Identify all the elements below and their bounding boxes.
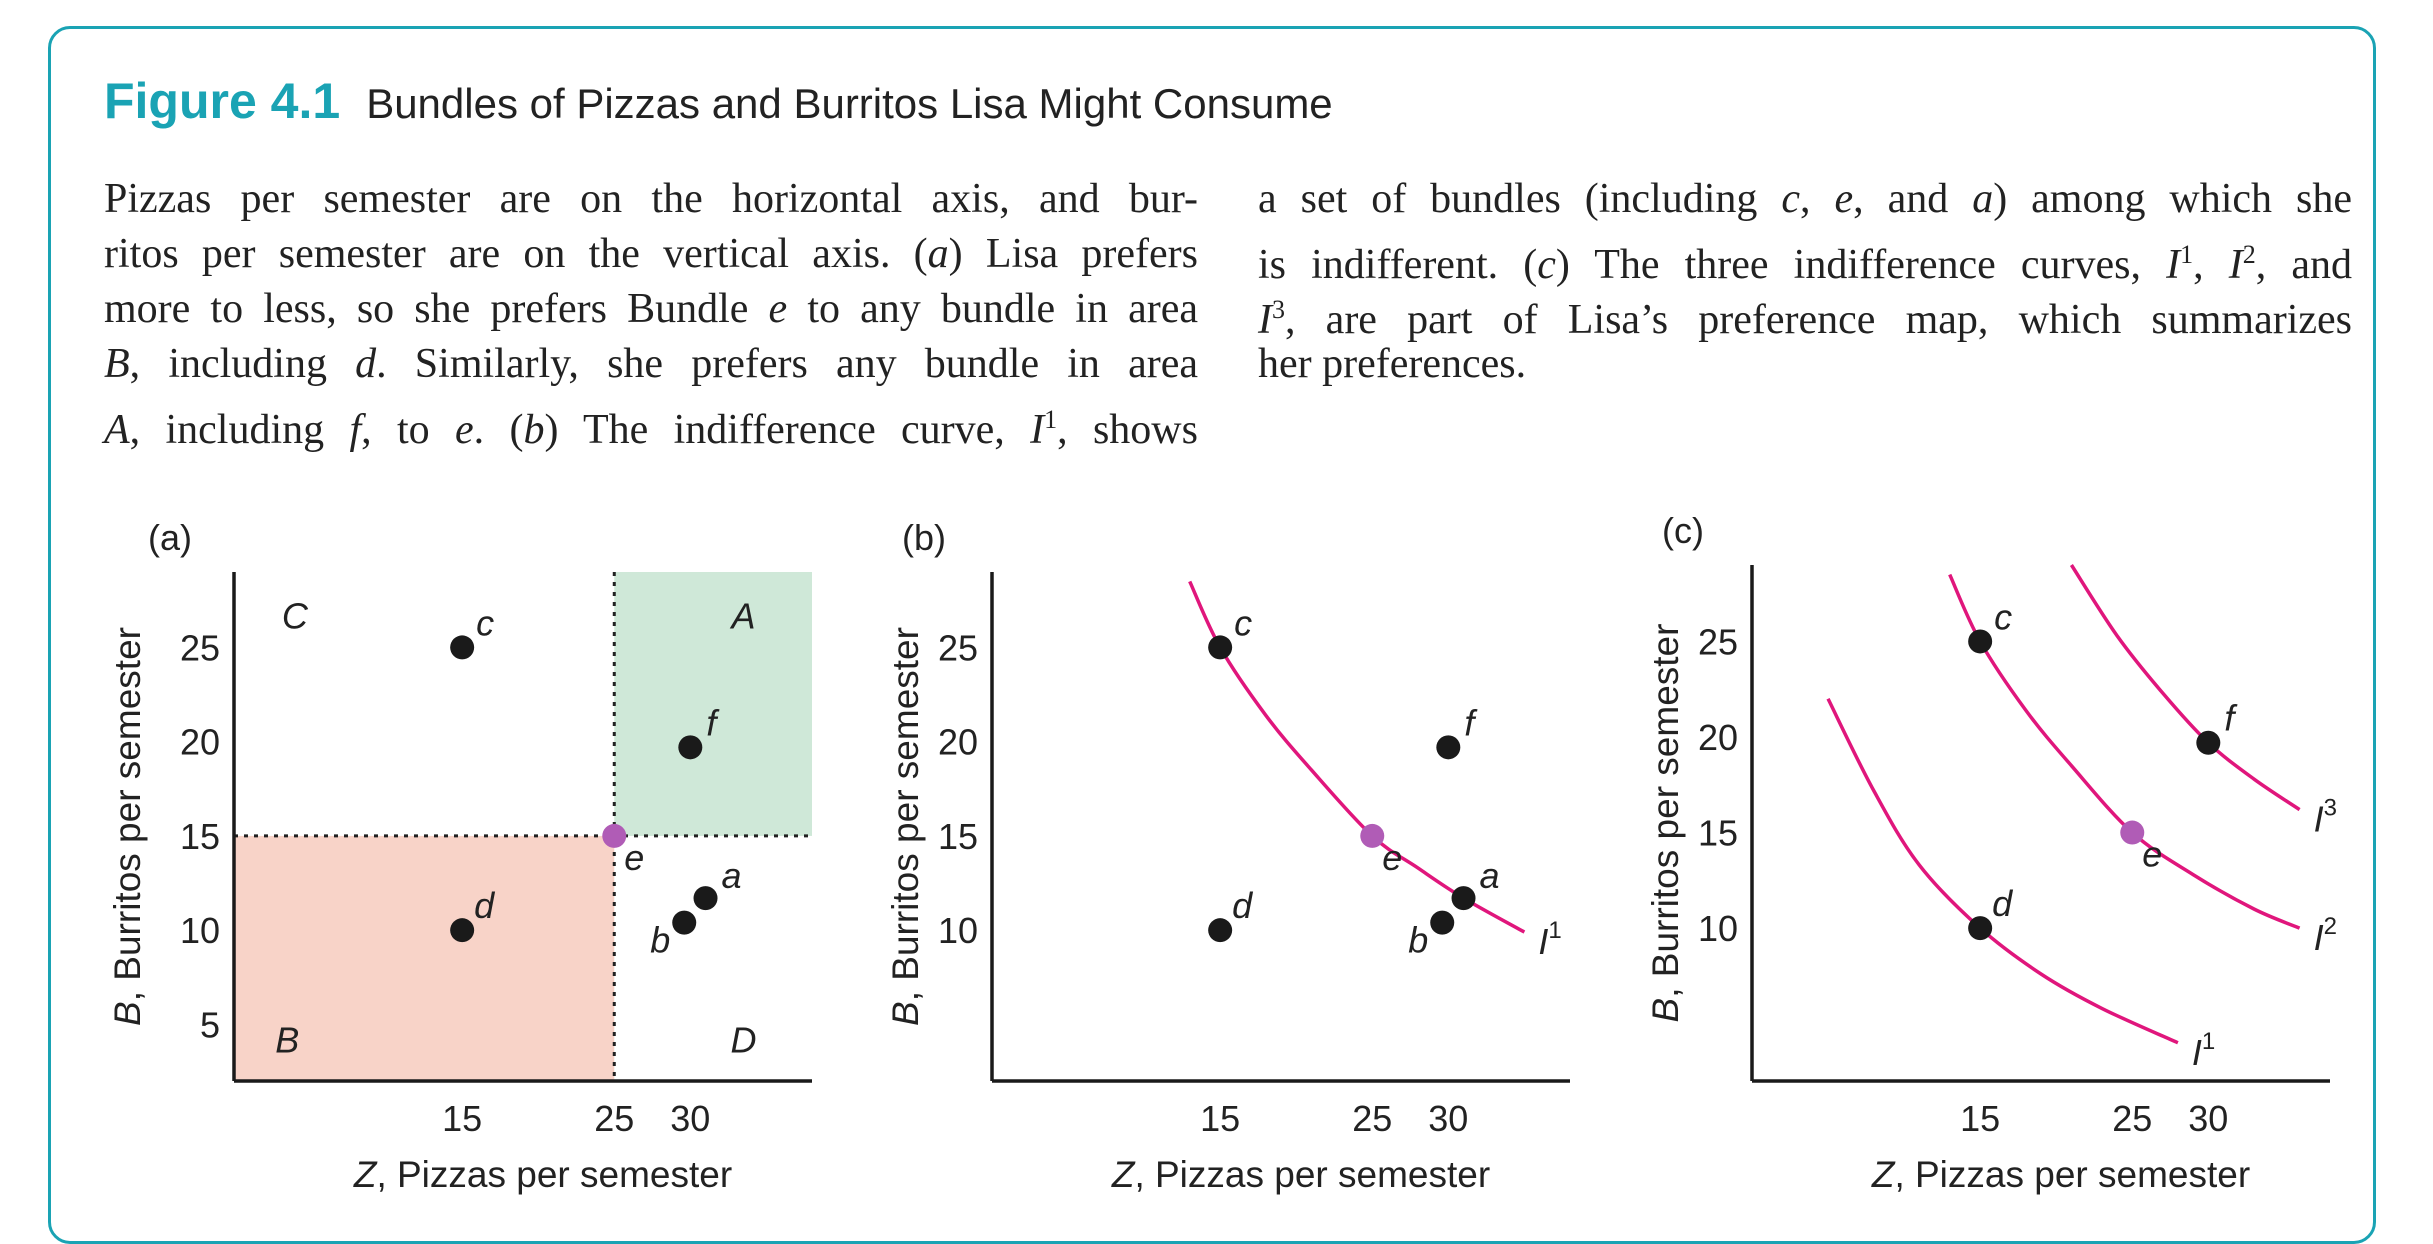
- point-a: [1451, 886, 1476, 911]
- area-label-A: A: [730, 596, 756, 637]
- indifference-curve-I1: [1826, 697, 2179, 1045]
- x-tick-label: 15: [1200, 1098, 1240, 1139]
- y-tick-label: 10: [938, 910, 978, 951]
- area-label-C: C: [282, 596, 309, 637]
- x-tick-label: 25: [1352, 1098, 1392, 1139]
- caption-line: B, including d. Similarly, she prefers a…: [104, 341, 1198, 387]
- y-tick-label: 10: [180, 910, 220, 951]
- point-label-c: c: [1994, 596, 2012, 637]
- y-tick-label: 25: [180, 627, 220, 668]
- point-label-c: c: [1234, 602, 1252, 643]
- caption-line: Pizzas per semester are on the horizonta…: [104, 176, 1198, 222]
- point-label-a: a: [1480, 855, 1500, 896]
- point-label-a: a: [722, 855, 742, 896]
- x-axis-label: Z, Pizzas per semester: [1111, 1154, 1490, 1195]
- chart-panel-c: I1 I2 I3 10 15 20 25 15 25 30 Z, Pizzas per semest…: [1645, 510, 2337, 1195]
- curve-label-I3: I3: [2314, 795, 2337, 840]
- caption-line: ritos per semester are on the vertical a…: [104, 231, 1199, 277]
- figure-title: Bundles of Pizzas and Burritos Lisa Migh…: [366, 80, 1333, 127]
- area-label-B: B: [275, 1020, 299, 1061]
- caption-line: I3, are part of Lisa’s preference map, w…: [1258, 295, 2352, 343]
- point-f: [2196, 730, 2221, 755]
- y-tick-label: 20: [1698, 717, 1738, 758]
- y-axis-label: B, Burritos per semester: [1645, 624, 1686, 1023]
- chart-panel-a: A B C D 5 10 15 20 25 15 25 30 Z, Pizzas per semeste…: [107, 517, 812, 1195]
- point-d: [1208, 918, 1233, 943]
- figure-heading: Figure 4.1 Bundles of Pizzas and Burrito…: [104, 72, 1333, 130]
- point-label-f: f: [2224, 698, 2238, 739]
- point-b: [672, 910, 697, 935]
- caption-line: more to less, so she prefers Bundle e to…: [104, 286, 1198, 332]
- y-tick-label: 25: [938, 627, 978, 668]
- caption-right-column: a set of bundles (including c, e, and a)…: [1258, 172, 2352, 392]
- point-label-e: e: [624, 837, 644, 878]
- panel-label: (c): [1662, 510, 1704, 551]
- point-label-d: d: [474, 885, 495, 926]
- y-tick-label: 20: [180, 722, 220, 763]
- x-tick-label: 30: [1428, 1098, 1468, 1139]
- point-label-d: d: [1992, 883, 2013, 924]
- area-label-D: D: [731, 1020, 757, 1061]
- point-label-b: b: [1408, 920, 1428, 961]
- point-c: [1208, 635, 1233, 660]
- y-tick-label: 10: [1698, 908, 1738, 949]
- y-tick-label: 20: [938, 722, 978, 763]
- x-tick-label: 30: [2188, 1098, 2228, 1139]
- area-A: [614, 572, 812, 836]
- y-axis-label: B, Burritos per semester: [107, 627, 148, 1026]
- y-axis-label: B, Burritos per semester: [885, 627, 926, 1026]
- y-tick-label: 5: [200, 1004, 220, 1045]
- point-c: [450, 635, 475, 660]
- point-label-b: b: [650, 920, 670, 961]
- point-b: [1430, 910, 1455, 935]
- point-d: [450, 918, 475, 943]
- point-e: [2120, 820, 2145, 845]
- caption-line: a set of bundles (including c, e, and a)…: [1258, 176, 2352, 222]
- area-B: [234, 835, 615, 1081]
- x-tick-label: 25: [2112, 1098, 2152, 1139]
- point-f: [678, 735, 703, 760]
- point-label-f: f: [1464, 702, 1478, 743]
- point-label-e: e: [2142, 834, 2162, 875]
- point-f: [1436, 735, 1461, 760]
- indifference-curve-I3: [2069, 564, 2301, 812]
- point-e: [1360, 823, 1385, 848]
- figure-label: Figure 4.1: [104, 73, 341, 129]
- panel-label: (b): [902, 517, 946, 558]
- x-tick-label: 15: [1960, 1098, 2000, 1139]
- y-tick-label: 25: [1698, 621, 1738, 662]
- caption-line: A, including f, to e. (b) The indifferen…: [104, 405, 1198, 453]
- point-c: [1968, 629, 1993, 654]
- curve-label-I1: I1: [1538, 917, 1561, 962]
- x-axis-label: Z, Pizzas per semester: [353, 1154, 732, 1195]
- y-tick-label: 15: [180, 816, 220, 857]
- x-tick-label: 15: [442, 1098, 482, 1139]
- x-tick-label: 30: [670, 1098, 710, 1139]
- caption-line: her preferences.: [1258, 341, 1527, 387]
- x-axis-label: Z, Pizzas per semester: [1871, 1154, 2250, 1195]
- caption-line: is indifferent. (c) The three indifferen…: [1258, 240, 2353, 288]
- point-d: [1968, 916, 1993, 941]
- y-tick-label: 15: [938, 816, 978, 857]
- x-tick-label: 25: [594, 1098, 634, 1139]
- curve-label-I1: I1: [2192, 1028, 2215, 1073]
- point-label-c: c: [476, 602, 494, 643]
- caption-left-column: Pizzas per semester are on the horizonta…: [104, 172, 1199, 453]
- chart-panel-b: I1 10 15 20 25 15 25 30 Z, Pizzas per semester B,…: [885, 517, 1570, 1195]
- panel-label: (a): [148, 517, 192, 558]
- point-e: [602, 823, 627, 848]
- point-label-e: e: [1382, 837, 1402, 878]
- curve-label-I2: I2: [2314, 913, 2337, 958]
- point-label-d: d: [1232, 885, 1253, 926]
- y-tick-label: 15: [1698, 813, 1738, 854]
- point-a: [693, 886, 718, 911]
